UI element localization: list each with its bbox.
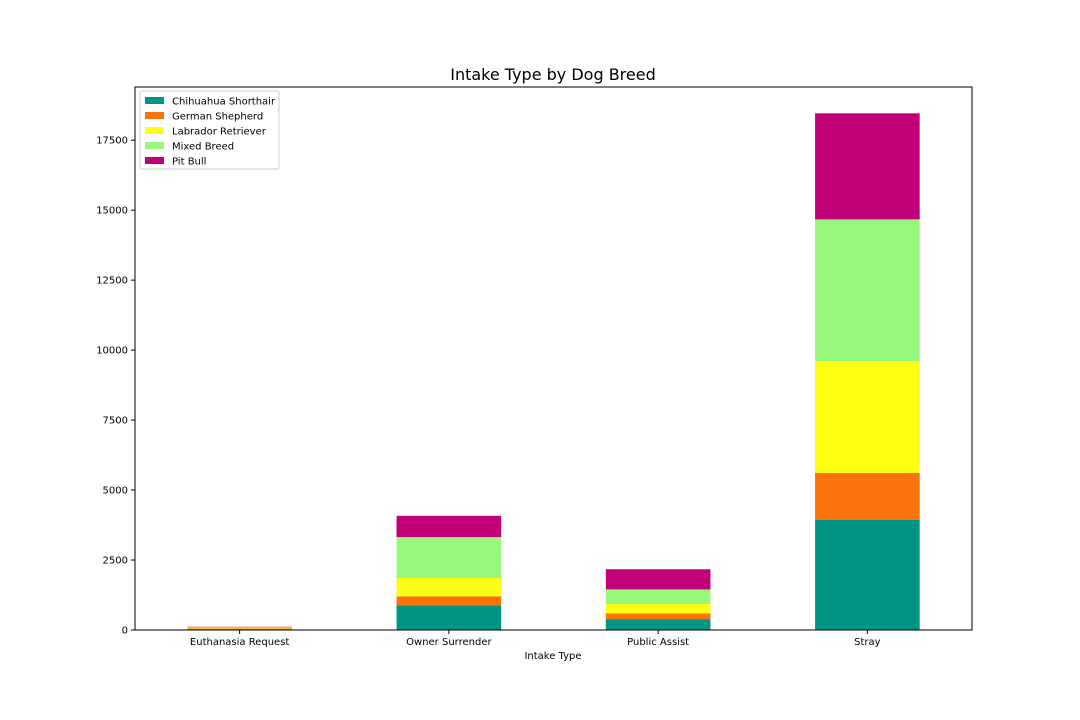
- x-axis-label: Intake Type: [524, 651, 581, 662]
- legend-label: Pit Bull: [172, 157, 206, 168]
- bar-labrador-retriever-stray: [815, 361, 920, 473]
- bar-german-shepherd-public-assist: [605, 613, 711, 620]
- bar-pit-bull-owner-surrender: [396, 515, 502, 538]
- bars-group: [187, 113, 920, 630]
- bar-mixed-breed-euthanasia-request: [187, 627, 292, 628]
- y-tick-label: 17500: [96, 136, 128, 147]
- legend-swatch: [145, 127, 164, 134]
- bar-german-shepherd-owner-surrender: [396, 596, 502, 606]
- bar-labrador-retriever-euthanasia-request: [187, 627, 292, 629]
- y-tick-label: 7500: [103, 416, 128, 427]
- bar-labrador-retriever-public-assist: [605, 603, 711, 614]
- y-tick-label: 12500: [96, 276, 128, 287]
- y-tick-label: 10000: [96, 346, 128, 357]
- bar-chihuahua-shorthair-stray: [815, 520, 920, 630]
- bar-german-shepherd-stray: [815, 472, 920, 521]
- x-axis: Euthanasia Request Owner Surrender Public …: [190, 630, 881, 648]
- bar-german-shepherd-euthanasia-request: [187, 628, 292, 630]
- legend-label: Mixed Breed: [172, 142, 234, 153]
- bar-labrador-retriever-owner-surrender: [396, 577, 502, 597]
- x-tick-label: Euthanasia Request: [190, 637, 290, 648]
- legend-swatch: [145, 97, 164, 104]
- legend-label: Labrador Retriever: [172, 127, 267, 138]
- y-tick-label: 2500: [103, 556, 128, 567]
- legend-swatch: [145, 142, 164, 149]
- legend-swatch: [145, 112, 164, 119]
- bar-chihuahua-shorthair-owner-surrender: [396, 605, 502, 630]
- plot-frame: [134, 86, 973, 631]
- bar-mixed-breed-public-assist: [605, 589, 711, 604]
- bar-mixed-breed-stray: [815, 219, 920, 362]
- y-tick-label: 0: [122, 626, 128, 637]
- x-tick-label: Stray: [854, 637, 881, 648]
- y-axis: 0 2500 5000 7500 10000 12500 15000 17500: [96, 136, 135, 637]
- x-tick-label: Owner Surrender: [406, 637, 492, 648]
- y-tick-label: 15000: [96, 206, 128, 217]
- x-tick-label: Public Assist: [627, 637, 689, 648]
- bar-pit-bull-public-assist: [605, 569, 711, 590]
- legend-label: Chihuahua Shorthair: [172, 97, 276, 108]
- legend-label: German Shepherd: [172, 112, 263, 123]
- chart-title: Intake Type by Dog Breed: [450, 65, 656, 84]
- bar-mixed-breed-owner-surrender: [396, 537, 502, 578]
- legend-box: [139, 90, 280, 170]
- bar-pit-bull-stray: [815, 113, 920, 220]
- bar-chihuahua-shorthair-public-assist: [605, 619, 711, 630]
- legend: Chihuahua Shorthair German Shepherd Labrad…: [139, 90, 280, 170]
- legend-swatch: [145, 157, 164, 164]
- y-tick-label: 5000: [103, 486, 128, 497]
